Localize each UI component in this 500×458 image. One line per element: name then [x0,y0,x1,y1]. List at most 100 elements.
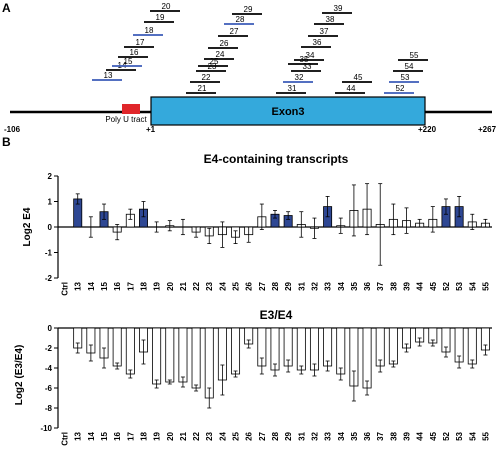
oligo-36-label: 36 [313,38,322,47]
e3e4-xtick-32: 32 [310,431,319,440]
chart-e3e4-title: E3/E4 [260,308,293,322]
e4-xtick-32: 32 [310,281,319,290]
oligo-24-label: 24 [216,50,225,59]
oligo-54-label: 54 [405,62,414,71]
e4-xtick-36: 36 [363,281,372,290]
oligo-31-label: 31 [288,84,297,93]
e3e4-bar-16 [112,327,122,367]
e4-xtick-26: 26 [245,281,254,290]
oligo-25-label: 25 [210,57,219,66]
e4-xtick-16: 16 [113,281,122,290]
oligo-53-label: 53 [401,73,410,82]
e3e4-xtick-27: 27 [258,431,267,440]
oligo-33-label: 33 [303,62,312,71]
e3e4-xtick-31: 31 [297,431,306,440]
panel-a-label: A [2,1,11,15]
e3e4-ytick-label: -10 [40,424,52,433]
e3e4-bar-33 [323,327,333,367]
e3e4-bar-25 [231,327,241,375]
e3e4-xtick-38: 38 [389,431,398,440]
polyu-label: Poly U tract [105,115,147,124]
e3e4-bar-34 [336,327,346,375]
e3e4-xtick-54: 54 [468,431,477,440]
e3e4-xtick-35: 35 [350,431,359,440]
coord-plus1: +1 [146,125,156,134]
e3e4-xtick-45: 45 [429,431,438,440]
oligo-19-label: 19 [156,13,165,22]
e4-xtick-14: 14 [87,281,96,290]
e4-xtick-35: 35 [350,281,359,290]
e4-xtick-22: 22 [192,281,201,290]
oligo-28-label: 28 [236,15,245,24]
coord-end: +267 [478,125,497,134]
e4-xtick-53: 53 [455,281,464,290]
e3e4-xtick-22: 22 [192,431,201,440]
e3e4-ytick-label: -8 [45,404,53,413]
e3e4-xtick-21: 21 [179,431,188,440]
chart-e4-title: E4-containing transcripts [204,152,349,166]
e3e4-xtick-28: 28 [271,431,280,440]
polyu-tract-box [122,104,140,114]
oligo-22-label: 22 [202,73,211,82]
oligo-39-label: 39 [334,4,343,13]
oligo-45-label: 45 [354,73,363,82]
e3e4-ytick-label: -2 [45,344,53,353]
coord-start: -106 [4,125,21,134]
oligo-set: 1314151617181920212223242526272829313233… [92,2,428,94]
chart-e4: E4-containing transcripts Log2 E4 -2 -1 0 1… [22,152,492,296]
e4-xtick-21: 21 [179,281,188,290]
e4-xtick-29: 29 [284,281,293,290]
e4-xtick-55: 55 [481,281,490,290]
coord-plus220: +220 [418,125,437,134]
e3e4-bar-38 [388,327,398,365]
e3e4-bar-54 [467,327,477,365]
e3e4-xtick-23: 23 [205,431,214,440]
oligo-21-label: 21 [198,84,207,93]
chart-e3e4: E3/E4 Log2 (E3/E4) -10 -8 -6 -4 -2 0 Ctrl 13 14 1… [14,308,492,446]
e4-xtick-18: 18 [139,281,148,290]
e4-ytick-label: -1 [45,249,53,258]
e4-xtick-44: 44 [416,281,425,290]
e3e4-xtick-55: 55 [481,431,490,440]
oligo-20-label: 20 [162,2,171,11]
e4-xtick-34: 34 [337,281,346,290]
oligo-37-label: 37 [320,27,329,36]
e3e4-bar-20 [165,327,175,383]
e4-xtick-28: 28 [271,281,280,290]
e4-xtick-33: 33 [324,281,333,290]
e3e4-ytick-label: -4 [45,364,53,373]
oligo-26-label: 26 [220,39,229,48]
oligo-27-label: 27 [230,27,239,36]
e3e4-bar-23 [204,327,214,399]
e3e4-ytick-label: -6 [45,384,53,393]
e4-xtick-54: 54 [468,281,477,290]
e3e4-xtick-53: 53 [455,431,464,440]
e3e4-xtick-37: 37 [376,431,385,440]
e4-ytick-label: 1 [48,198,53,207]
e3e4-xtick-16: 16 [113,431,122,440]
e3e4-xtick-14: 14 [87,431,96,440]
e3e4-xtick-36: 36 [363,431,372,440]
e4-xtick-24: 24 [218,281,227,290]
exon-label: Exon3 [271,106,304,118]
e3e4-xtick-24: 24 [218,431,227,440]
e4-xtick-13: 13 [74,281,83,290]
oligo-29-label: 29 [244,5,253,14]
e3e4-xtick-52: 52 [442,431,451,440]
oligo-38-label: 38 [326,15,335,24]
e3e4-bar-21 [178,327,188,383]
e3e4-bar-19 [152,327,162,385]
e4-xtick-20: 20 [166,281,175,290]
e4-ytick-label: 0 [48,223,53,232]
oligo-13-label: 13 [104,71,113,80]
e3e4-xtick-18: 18 [139,431,148,440]
e4-xtick-15: 15 [100,281,109,290]
oligo-18-label: 18 [145,26,154,35]
e3e4-xtick-25: 25 [232,431,241,440]
e4-xtick-38: 38 [389,281,398,290]
e3e4-xtick-26: 26 [245,431,254,440]
oligo-15-label: 15 [124,57,133,66]
e4-xtick-31: 31 [297,281,306,290]
oligo-52-label: 52 [396,84,405,93]
